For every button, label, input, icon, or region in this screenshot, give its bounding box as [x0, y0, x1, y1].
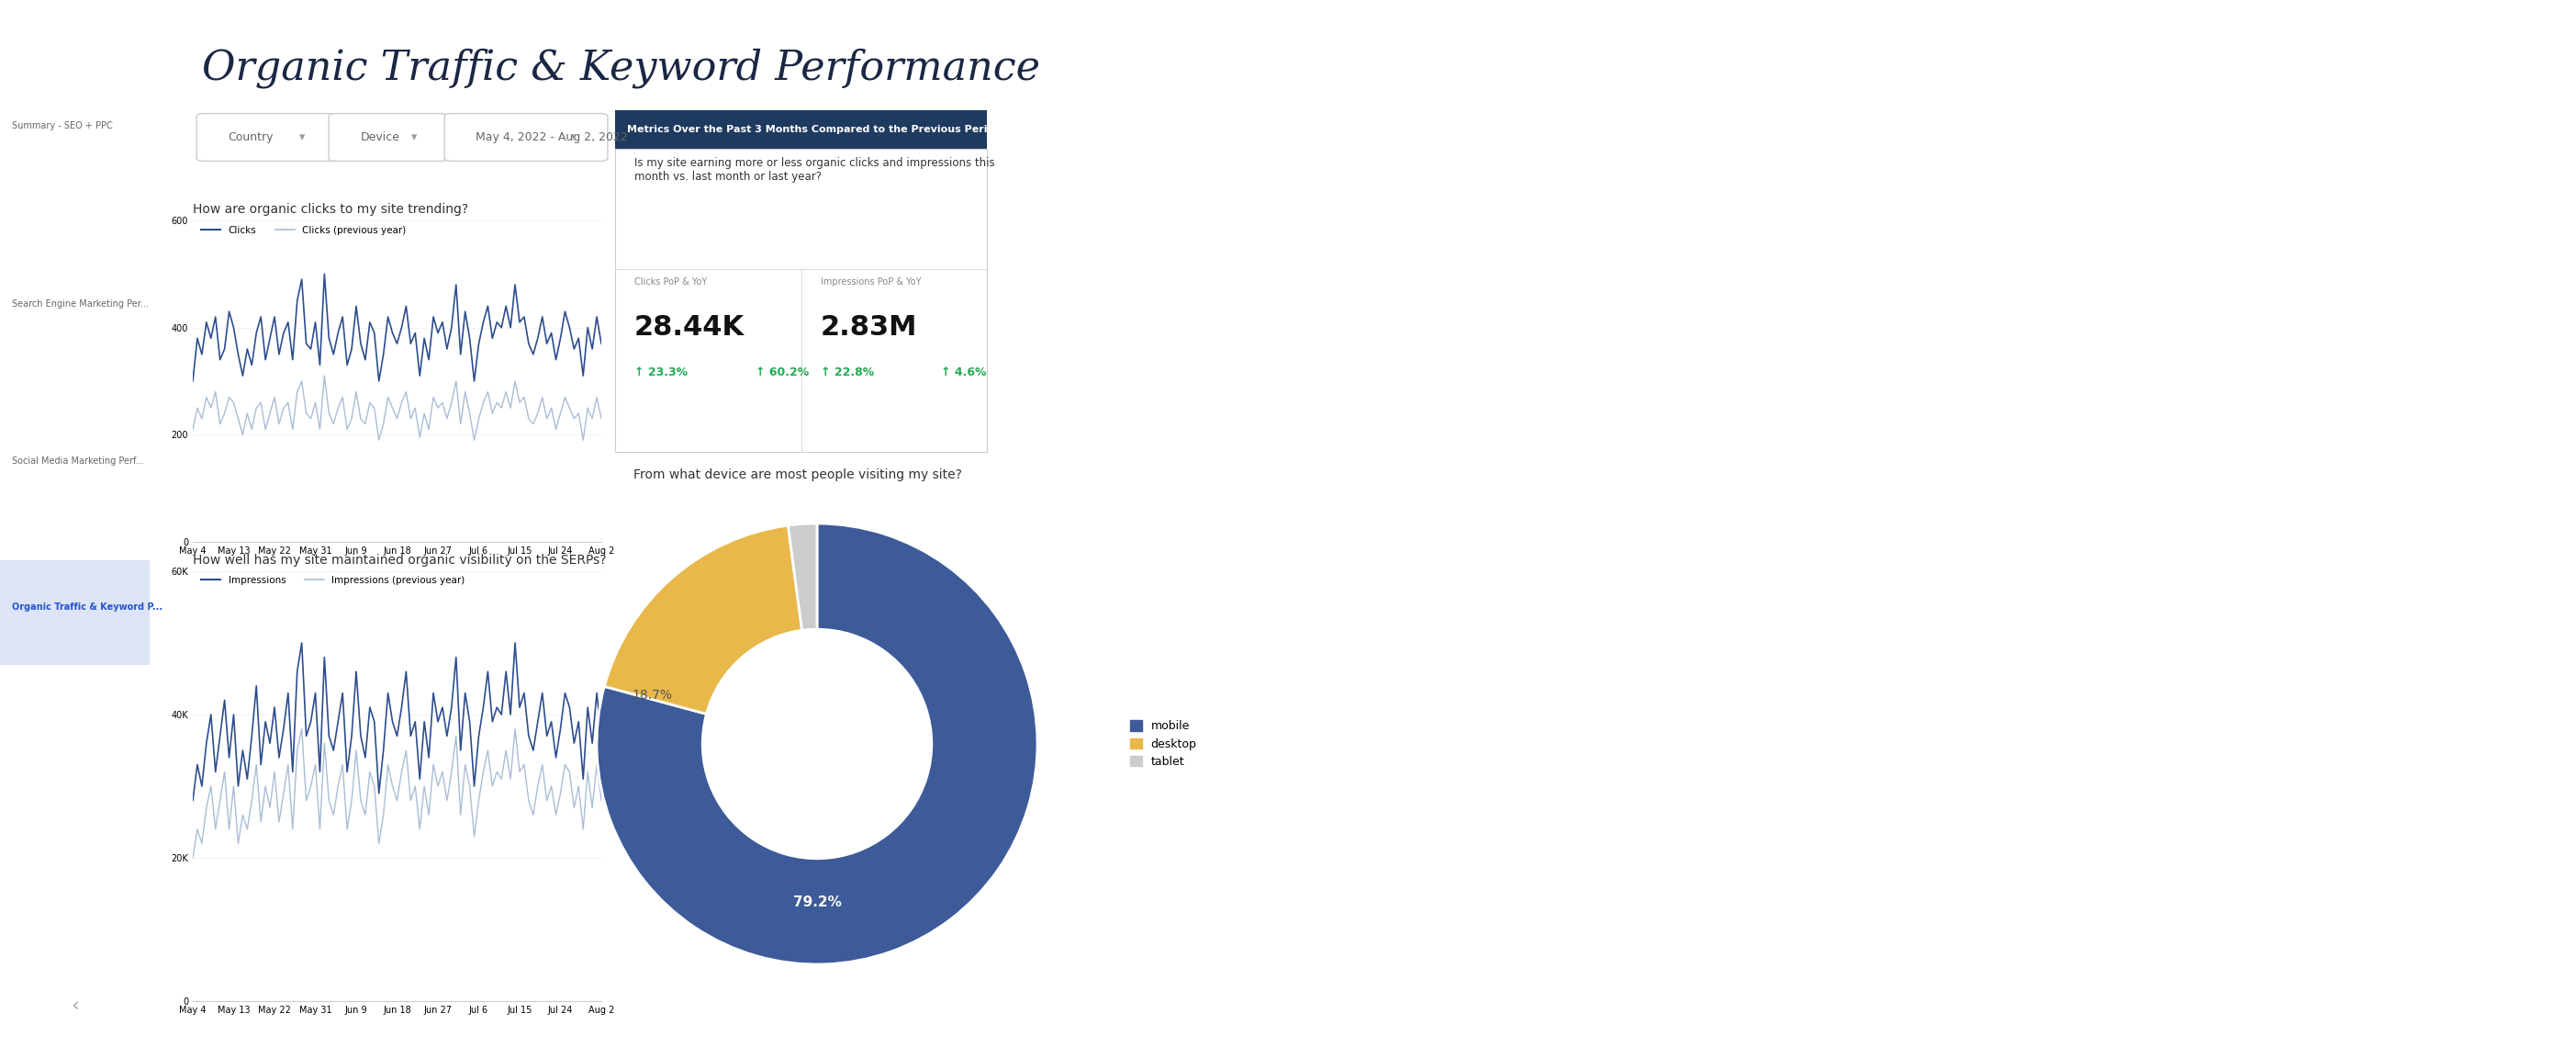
- FancyBboxPatch shape: [446, 113, 608, 161]
- Text: ▾: ▾: [299, 131, 307, 143]
- Text: 28.44K: 28.44K: [634, 314, 744, 341]
- FancyBboxPatch shape: [196, 113, 335, 161]
- Wedge shape: [598, 524, 1038, 964]
- Text: ↑ 4.6%: ↑ 4.6%: [940, 366, 987, 379]
- Text: Search Engine Marketing Per...: Search Engine Marketing Per...: [13, 299, 149, 308]
- Text: Organic Traffic & Keyword Performance: Organic Traffic & Keyword Performance: [201, 48, 1041, 88]
- Text: May 4, 2022 - Aug 2, 2022: May 4, 2022 - Aug 2, 2022: [477, 131, 629, 143]
- Text: How well has my site maintained organic visibility on the SERPs?: How well has my site maintained organic …: [193, 554, 605, 566]
- Wedge shape: [788, 524, 817, 630]
- Wedge shape: [605, 526, 801, 714]
- FancyBboxPatch shape: [330, 113, 448, 161]
- Text: Summary - SEO + PPC: Summary - SEO + PPC: [13, 121, 113, 130]
- Text: ▾: ▾: [412, 131, 417, 143]
- Text: 18.7%: 18.7%: [631, 689, 672, 701]
- Text: Device: Device: [361, 131, 399, 143]
- Text: ↑ 23.3%: ↑ 23.3%: [634, 366, 688, 379]
- FancyBboxPatch shape: [616, 110, 987, 149]
- Text: ‹: ‹: [70, 996, 80, 1015]
- Text: Social Media Marketing Perf...: Social Media Marketing Perf...: [13, 456, 144, 465]
- Text: ↑ 60.2%: ↑ 60.2%: [755, 366, 809, 379]
- Legend: mobile, desktop, tablet: mobile, desktop, tablet: [1126, 716, 1200, 773]
- FancyBboxPatch shape: [616, 149, 987, 452]
- Text: From what device are most people visiting my site?: From what device are most people visitin…: [634, 468, 961, 482]
- Text: 79.2%: 79.2%: [793, 896, 842, 910]
- Text: Country: Country: [227, 131, 273, 143]
- Text: Impressions PoP & YoY: Impressions PoP & YoY: [819, 277, 920, 287]
- FancyBboxPatch shape: [0, 560, 149, 665]
- Legend: Clicks, Clicks (previous year): Clicks, Clicks (previous year): [198, 222, 410, 239]
- Text: Clicks PoP & YoY: Clicks PoP & YoY: [634, 277, 708, 287]
- Text: Metrics Over the Past 3 Months Compared to the Previous Period: Metrics Over the Past 3 Months Compared …: [626, 125, 1002, 134]
- Text: ⋮: ⋮: [585, 235, 603, 251]
- Text: 2.83M: 2.83M: [819, 314, 917, 341]
- Legend: Impressions, Impressions (previous year): Impressions, Impressions (previous year): [198, 572, 469, 588]
- Text: Organic Traffic & Keyword P...: Organic Traffic & Keyword P...: [13, 603, 162, 611]
- Text: How are organic clicks to my site trending?: How are organic clicks to my site trendi…: [193, 203, 469, 216]
- Text: Is my site earning more or less organic clicks and impressions this
month vs. la: Is my site earning more or less organic …: [634, 157, 994, 183]
- Text: ▾: ▾: [572, 131, 577, 143]
- Text: ↑ 22.8%: ↑ 22.8%: [819, 366, 873, 379]
